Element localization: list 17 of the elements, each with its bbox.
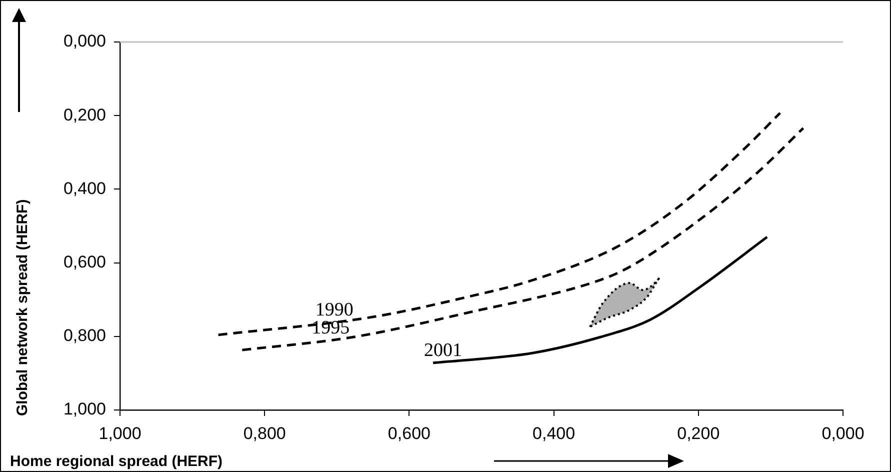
- series-label: 2001: [424, 340, 462, 361]
- y-tick-label: 0,800: [63, 326, 106, 346]
- x-tick-label: 0,600: [388, 424, 430, 443]
- y-tick-label: 0,400: [63, 178, 106, 198]
- y-tick-label: 1,000: [63, 400, 106, 419]
- x-tick-label: 0,200: [677, 424, 720, 443]
- y-tick-label: 0,200: [63, 105, 106, 124]
- x-tick-label: 0,800: [243, 424, 286, 443]
- x-tick-label: 0,400: [532, 424, 576, 443]
- series-label: 1990: [315, 299, 354, 320]
- y-axis-title: Global network spread (HERF): [14, 199, 31, 416]
- line-series: [217, 112, 782, 336]
- x-tick-label: 0,000: [822, 424, 864, 443]
- x-tick-label: 1,000: [98, 424, 142, 443]
- y-tick-label: 0,000: [63, 32, 106, 51]
- x-axis-title: Home regional spread (HERF): [10, 453, 223, 470]
- y-tick-label: 0,600: [63, 252, 106, 272]
